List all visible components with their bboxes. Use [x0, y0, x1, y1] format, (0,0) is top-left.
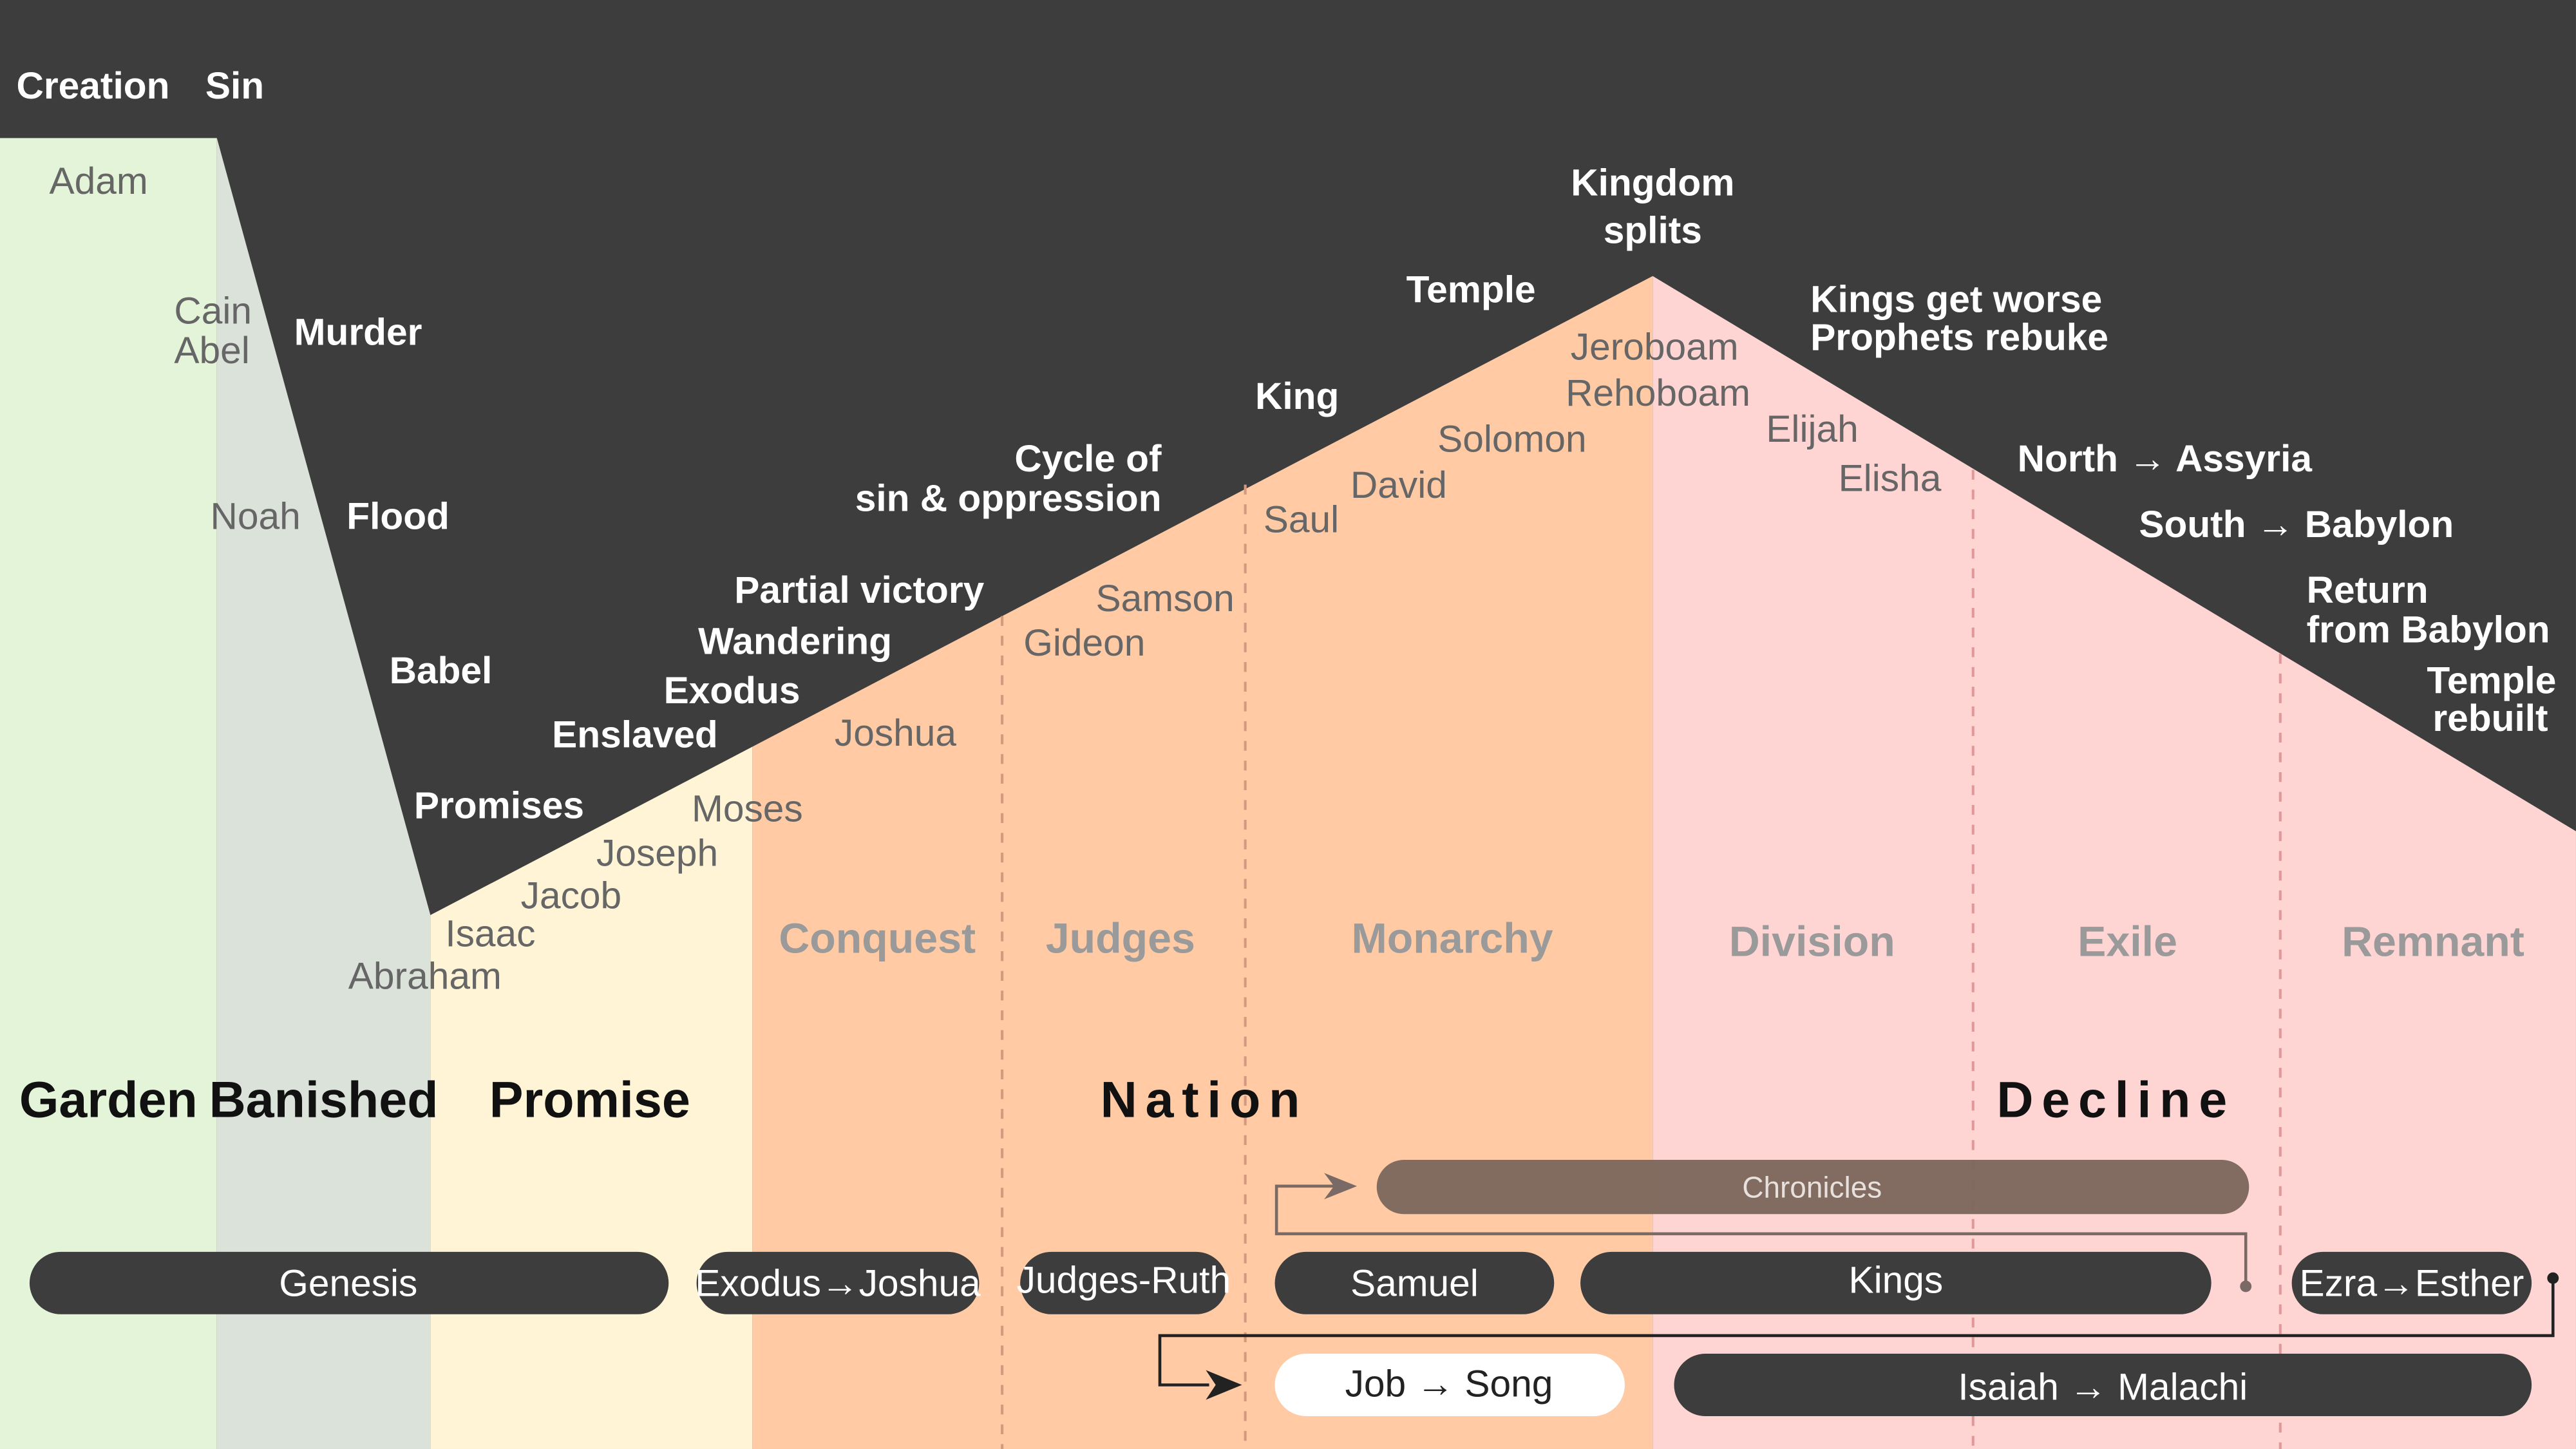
band-garden [0, 138, 217, 1449]
event-south-babylon: South → Babylon [2139, 504, 2454, 545]
chronicles-start-dot [2240, 1280, 2252, 1293]
eras: Conquest Judges Monarchy Division Exile … [779, 915, 2524, 966]
event-kings-worse: Kings get worse [1810, 279, 2102, 321]
period-nation: Nation [1101, 1071, 1309, 1128]
dark-sky-region [0, 0, 2576, 915]
person-david: David [1350, 464, 1447, 506]
event-return-line1: Return [2307, 569, 2429, 611]
pill-kings-label: Kings [1848, 1260, 1943, 1302]
event-cycle-line1: Cycle of [1014, 438, 1162, 480]
person-cain: Cain [174, 290, 252, 332]
event-kingdom-line2: splits [1604, 210, 1702, 252]
person-jeroboam: Jeroboam [1571, 327, 1739, 368]
chronicles-connector [1274, 1184, 2248, 1282]
person-abraham: Abraham [348, 956, 502, 998]
period-garden: Garden [19, 1071, 198, 1128]
poetry-arrow-icon [1206, 1370, 1242, 1400]
person-gideon: Gideon [1023, 622, 1145, 664]
pill-exodus-joshua [696, 1251, 980, 1314]
chronicles-arrow-icon [1324, 1173, 1358, 1200]
event-babel: Babel [390, 650, 493, 692]
person-adam: Adam [50, 160, 148, 202]
event-sin: Sin [205, 65, 264, 107]
person-jacob: Jacob [521, 875, 622, 917]
event-king: King [1255, 375, 1339, 417]
person-moses: Moses [692, 788, 803, 830]
event-prophets-rebuke: Prophets rebuke [1810, 316, 2108, 358]
period-decline: Decline [1996, 1071, 2235, 1128]
event-flood: Flood [346, 495, 450, 537]
event-murder: Murder [294, 312, 422, 354]
pill-samuel-label: Samuel [1350, 1263, 1479, 1305]
person-saul: Saul [1264, 499, 1339, 541]
pill-judges-ruth [1020, 1251, 1227, 1314]
events: Creation Sin Murder Flood Babel Promises… [17, 65, 2557, 826]
pill-isaiah-malachi-label: Isaiah → Malachi [1958, 1366, 2248, 1408]
pill-ezra-esther-label: Ezra→Esther [2299, 1263, 2524, 1305]
book-pills: Genesis Exodus→Joshua Judges-Ruth Samuel… [29, 1251, 2532, 1416]
event-exodus: Exodus [664, 670, 800, 712]
event-partial-victory: Partial victory [734, 569, 984, 611]
event-wandering: Wandering [698, 620, 892, 662]
person-rehoboam: Rehoboam [1566, 372, 1750, 414]
person-solomon: Solomon [1437, 419, 1587, 460]
event-temple-rebuilt-line2: rebuilt [2432, 697, 2548, 739]
era-monarchy: Monarchy [1351, 915, 1553, 963]
pill-chronicles [1376, 1160, 2249, 1215]
event-promises: Promises [414, 784, 584, 826]
person-isaac: Isaac [445, 913, 535, 954]
pill-ezra-esther [2291, 1251, 2532, 1314]
person-samson: Samson [1096, 578, 1235, 620]
era-judges: Judges [1046, 915, 1195, 963]
event-cycle-line2: sin & oppression [855, 477, 1162, 519]
poetry-connector [1158, 1278, 2555, 1387]
event-return-line2: from Babylon [2307, 609, 2550, 650]
era-conquest: Conquest [779, 915, 976, 963]
event-creation: Creation [17, 65, 170, 107]
event-kingdom-line1: Kingdom [1571, 162, 1734, 204]
periods: Garden Banished Promise Nation Decline [19, 1071, 2235, 1128]
person-elijah: Elijah [1766, 408, 1858, 450]
event-temple: Temple [1406, 269, 1536, 310]
era-division: Division [1729, 918, 1895, 966]
pill-genesis-label: Genesis [279, 1263, 417, 1305]
person-abel: Abel [174, 330, 249, 372]
event-temple-rebuilt-line1: Temple [2427, 660, 2556, 702]
era-exile: Exile [2078, 918, 2177, 966]
person-noah: Noah [211, 495, 301, 537]
pill-kings [1580, 1251, 2211, 1314]
person-joseph: Joseph [596, 832, 718, 874]
person-elisha: Elisha [1839, 458, 1942, 500]
era-remnant: Remnant [2342, 918, 2524, 966]
pill-isaiah-malachi [1674, 1354, 2532, 1416]
pill-job-song [1274, 1354, 1625, 1416]
pill-exodus-joshua-label: Exodus→Joshua [695, 1263, 981, 1305]
period-promise: Promise [489, 1071, 690, 1128]
event-north-assyria: North → Assyria [2018, 438, 2313, 480]
pill-genesis [29, 1251, 669, 1314]
person-joshua: Joshua [835, 712, 957, 754]
pill-samuel [1274, 1251, 1555, 1314]
period-banished: Banished [209, 1071, 439, 1128]
event-enslaved: Enslaved [552, 714, 718, 756]
pill-job-song-label: Job → Song [1345, 1363, 1553, 1405]
pill-chronicles-label: Chronicles [1742, 1171, 1882, 1204]
pill-judges-ruth-label: Judges-Ruth [1017, 1260, 1231, 1302]
people: Adam Cain Abel Noah Abraham Isaac Jacob … [50, 160, 1942, 998]
